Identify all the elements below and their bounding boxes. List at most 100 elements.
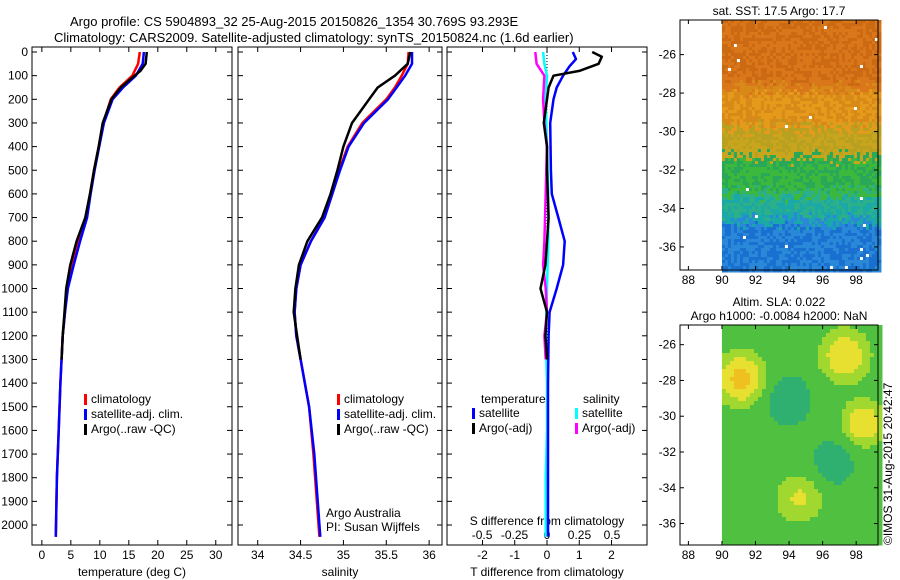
map-cell	[769, 161, 774, 165]
map-cell	[865, 35, 870, 39]
map-cell	[733, 179, 738, 183]
map-cell	[721, 493, 727, 498]
map-cell	[748, 254, 753, 258]
map-cell	[877, 107, 882, 111]
map-cell	[784, 20, 789, 24]
map-cell	[802, 137, 807, 141]
map-cell	[745, 68, 750, 72]
map-cell	[871, 203, 876, 207]
map-cell	[784, 158, 789, 162]
map-cell	[865, 128, 870, 132]
map-cell	[745, 239, 750, 243]
map-cell	[730, 137, 735, 141]
map-cell	[838, 107, 843, 111]
map-cell	[856, 167, 861, 171]
map-cell	[799, 260, 804, 264]
map-cell	[784, 260, 789, 264]
map-cell	[859, 236, 864, 240]
map-cell	[721, 365, 727, 370]
s-tick-label: 0.5	[604, 528, 621, 542]
map-cell	[829, 53, 834, 57]
map-cell	[733, 413, 739, 418]
map-cell	[823, 56, 828, 60]
map-cell	[856, 248, 861, 252]
map-cell	[871, 233, 876, 237]
difference-line-1	[539, 50, 604, 360]
map-cell	[784, 215, 789, 219]
map-cell	[811, 53, 816, 57]
map-cell	[856, 77, 861, 81]
map-cell	[751, 56, 756, 60]
map-cell	[733, 143, 738, 147]
map-cell	[850, 242, 855, 246]
map-cell	[766, 35, 771, 39]
map-cell	[841, 176, 846, 180]
map-cell	[739, 242, 744, 246]
map-cell	[796, 116, 801, 120]
map-cell	[787, 62, 792, 66]
map-cell	[730, 38, 735, 42]
map-cell	[817, 179, 822, 183]
map-cell	[751, 206, 756, 210]
map-cell	[826, 38, 831, 42]
map-cell	[826, 164, 831, 168]
map-cell	[775, 164, 780, 168]
map-cell	[865, 185, 870, 189]
map-cell	[727, 146, 732, 150]
map-cell	[817, 224, 822, 228]
map-cell	[757, 23, 762, 27]
map-cell	[748, 194, 753, 198]
map-cell	[817, 182, 822, 186]
map-cell	[763, 32, 768, 36]
map-cell	[787, 80, 792, 84]
map-cell	[721, 477, 727, 482]
map-cell	[737, 465, 743, 470]
map-cell	[799, 227, 804, 231]
map-cell	[725, 353, 731, 358]
map-cell	[862, 197, 867, 201]
map-cell	[772, 125, 777, 129]
map-cell	[754, 173, 759, 177]
map-cell	[814, 248, 819, 252]
x-tick-label: 34.5	[289, 548, 313, 562]
map-cell	[829, 41, 834, 45]
map-cell	[841, 188, 846, 192]
map-cell	[850, 41, 855, 45]
map-cell	[838, 224, 843, 228]
map-cell	[871, 104, 876, 108]
map-cell	[868, 128, 873, 132]
map-cell	[850, 206, 855, 210]
map-cell	[793, 209, 798, 213]
map-cell	[772, 62, 777, 66]
map-cell	[808, 263, 813, 267]
map-cell	[725, 481, 731, 486]
map-cell	[725, 493, 731, 498]
map-cell	[796, 140, 801, 144]
map-cell	[862, 119, 867, 123]
map-cell	[724, 113, 729, 117]
map-cell	[850, 29, 855, 33]
map-cell	[724, 41, 729, 45]
map-cell	[802, 29, 807, 33]
map-cell	[838, 119, 843, 123]
map-cell	[871, 86, 876, 90]
map-cell	[790, 74, 795, 78]
map-cell	[802, 173, 807, 177]
map-cell	[748, 149, 753, 153]
map-cell	[748, 116, 753, 120]
map-cell	[757, 98, 762, 102]
map-cell	[853, 107, 858, 111]
map-cell	[729, 337, 735, 342]
map-cell	[859, 233, 864, 237]
map-cell	[760, 161, 765, 165]
map-cell	[721, 257, 726, 261]
map-cell	[877, 26, 882, 30]
map-cell	[874, 170, 879, 174]
map-cell	[729, 357, 735, 362]
map-cell	[739, 263, 744, 267]
map-cell	[784, 107, 789, 111]
map-cell	[847, 77, 852, 81]
map-cell	[844, 122, 849, 126]
map-cell	[850, 185, 855, 189]
map-cell	[775, 140, 780, 144]
